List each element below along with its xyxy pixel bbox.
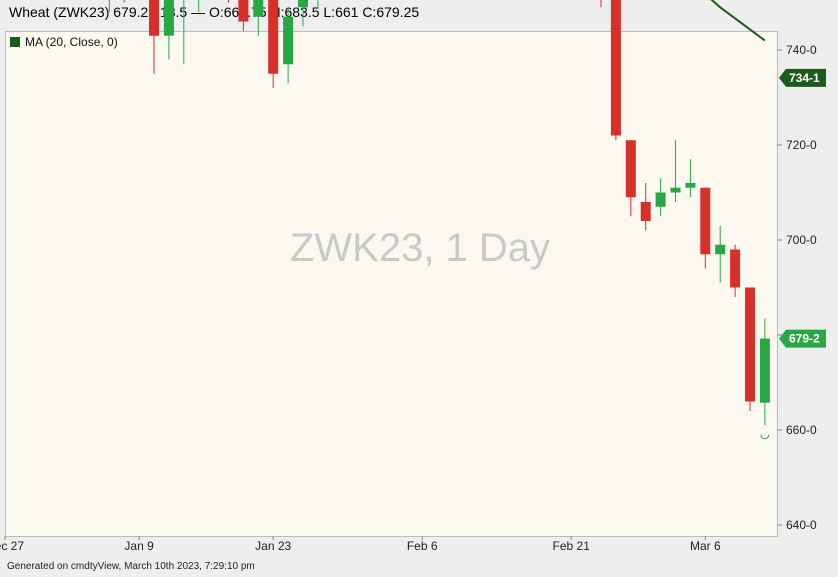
candle[interactable] [238,0,249,31]
candle[interactable] [253,0,264,36]
ma-legend-label: MA (20, Close, 0) [25,35,118,49]
candle-body [655,192,666,207]
swing-low-marker [760,434,770,440]
candle-body [253,0,264,17]
candle[interactable] [759,318,770,426]
last-value-text: 734-1 [789,71,820,85]
candle[interactable] [104,0,114,12]
candle-body [715,244,726,255]
y-tick-label: 660-0 [786,423,817,437]
last-value-label: 679-2 [779,329,826,348]
candle[interactable] [670,140,681,202]
watermark: ZWK23, 1 Day [290,226,550,270]
candle-body [640,202,651,221]
ma-line [710,0,766,42]
candle[interactable] [119,0,129,3]
x-tick-label: Dec 27 [0,539,24,553]
y-tick-label: 640-0 [786,518,817,532]
candle-body [163,0,174,36]
candle[interactable] [179,0,189,65]
candle[interactable] [298,0,308,27]
candle[interactable] [596,0,606,8]
last-value-tag [779,68,826,87]
candle[interactable] [745,287,755,412]
candle[interactable] [283,7,294,84]
chart-title: Wheat (ZWK23) 679.25 13.5 — O:665.75 H:6… [9,4,420,20]
candle-body [149,0,159,36]
candle-body [745,287,755,402]
last-value-tag [779,329,826,348]
x-tick-label: Feb 21 [553,539,591,553]
x-tick-label: Jan 23 [255,539,291,553]
y-tick-label: 740-0 [786,43,817,57]
candle[interactable] [655,178,666,217]
candle[interactable] [224,0,234,3]
candle-body [610,0,621,136]
candle[interactable] [313,0,323,8]
ma-legend-swatch [10,37,20,47]
candle[interactable] [610,0,621,141]
indicator-legend: MA (20, Close, 0) [10,35,118,49]
candle-body [268,0,279,74]
y-tick-label: 720-0 [786,138,817,152]
candle[interactable] [640,183,651,231]
x-tick-label: Jan 9 [124,539,154,553]
x-tick-label: Mar 6 [690,539,721,553]
candle-body [759,338,770,403]
candle-body [700,187,711,255]
candle-body [283,16,294,65]
last-value-label: 734-1 [779,68,826,87]
candle[interactable] [700,187,711,269]
candle-body [298,0,308,8]
candle[interactable] [194,0,204,12]
candle[interactable] [730,244,741,297]
candle[interactable] [163,0,174,60]
candle-body [730,249,741,288]
y-tick-label: 700-0 [786,233,817,247]
plot-area[interactable] [5,31,778,537]
candle-body [670,187,681,193]
candle[interactable] [149,0,159,74]
candle-body [238,0,249,22]
candle[interactable] [715,225,726,283]
candle[interactable] [685,159,696,198]
candle-body [625,140,636,198]
footer-credit: Generated on cmdtyView, March 10th 2023,… [7,561,255,572]
last-value-text: 679-2 [789,332,820,346]
candle-body [685,183,696,188]
candle[interactable] [625,140,636,217]
x-tick-label: Feb 6 [407,539,438,553]
candle[interactable] [268,0,279,88]
